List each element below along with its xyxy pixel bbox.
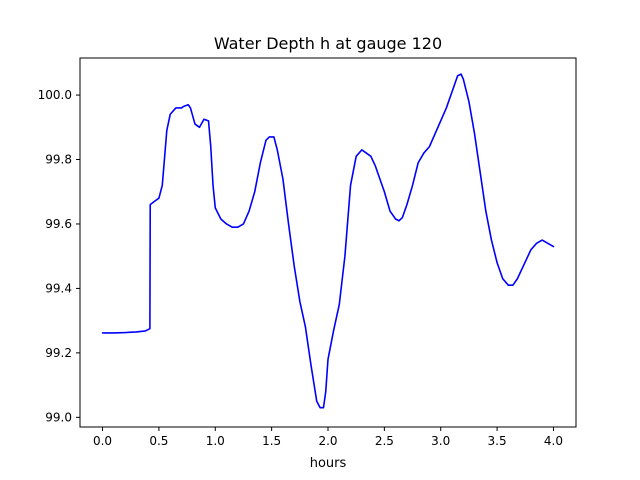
x-tick-label: 1.0 <box>206 434 225 448</box>
y-tick-label: 99.4 <box>45 281 72 295</box>
x-axis: 0.0 0.5 1.0 1.5 2.0 2.5 3.0 3.5 4.0 <box>93 427 563 448</box>
x-tick-label: 2.0 <box>318 434 337 448</box>
x-tick-label: 3.0 <box>431 434 450 448</box>
y-tick-label: 99.8 <box>45 153 72 167</box>
y-tick-label: 100.0 <box>38 88 72 102</box>
x-axis-label: hours <box>310 456 347 471</box>
x-tick-label: 4.0 <box>544 434 563 448</box>
y-tick-label: 99.6 <box>45 217 72 231</box>
x-tick-label: 2.5 <box>375 434 394 448</box>
x-tick-label: 3.5 <box>488 434 507 448</box>
y-tick-label: 99.2 <box>45 346 72 360</box>
x-tick-label: 0.5 <box>149 434 168 448</box>
chart-title: Water Depth h at gauge 120 <box>214 34 442 53</box>
series-line <box>101 73 555 409</box>
y-tick-label: 99.0 <box>45 410 72 424</box>
y-axis: 99.0 99.2 99.4 99.6 99.8 100.0 <box>38 88 80 424</box>
x-tick-label: 1.5 <box>262 434 281 448</box>
x-tick-label: 0.0 <box>93 434 112 448</box>
